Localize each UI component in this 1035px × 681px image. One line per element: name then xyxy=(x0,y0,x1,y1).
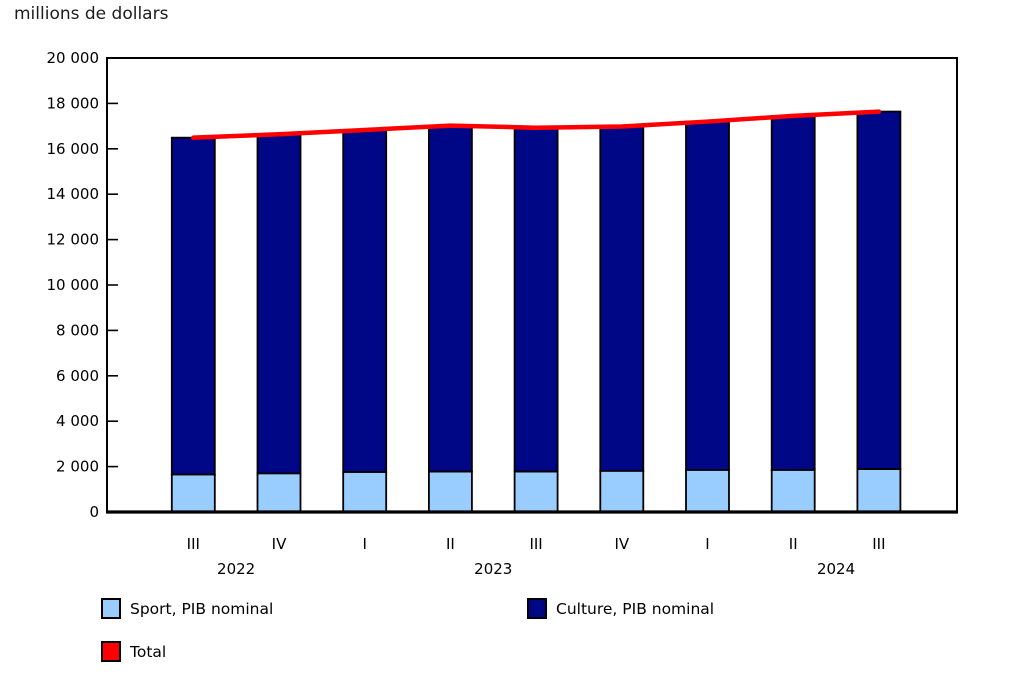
legend-label-culture: Culture, PIB nominal xyxy=(556,599,715,618)
bar-segment-culture xyxy=(599,125,645,472)
legend-swatch-total-icon xyxy=(101,641,121,662)
x-tick-label: I xyxy=(705,535,709,553)
y-tick-label: 6 000 xyxy=(56,367,99,385)
legend-swatch-sport-icon xyxy=(101,598,121,619)
chart-plot-area: 0 2 000 4 000 6 000 8 000 10 000 12 000 14 000 1… xyxy=(47,49,958,578)
x-tick-label: II xyxy=(446,535,455,553)
bar-segment-sport xyxy=(427,470,473,513)
legend-item-total: Total xyxy=(101,641,166,662)
bar-segment-sport xyxy=(856,468,902,513)
x-year-label: 2022 xyxy=(217,560,255,578)
x-tick-label: IV xyxy=(614,535,629,553)
y-tick-label: 10 000 xyxy=(47,276,100,294)
bar-segment-culture xyxy=(427,124,473,473)
x-tick-label: IV xyxy=(272,535,287,553)
y-tick-label: 20 000 xyxy=(47,49,100,67)
legend-label-sport: Sport, PIB nominal xyxy=(130,599,274,618)
bar-segment-culture xyxy=(256,133,302,475)
y-tick-label: 0 xyxy=(89,503,99,521)
bar-segment-sport xyxy=(342,471,388,513)
x-tick-label: III xyxy=(529,535,542,553)
bar-segment-culture xyxy=(856,110,902,470)
x-year-label: 2023 xyxy=(474,560,512,578)
y-tick-label: 4 000 xyxy=(56,412,99,430)
bar-segment-sport xyxy=(599,470,645,513)
bar-segment-culture xyxy=(513,126,559,473)
chart-title: millions de dollars xyxy=(14,4,169,24)
bar-segment-culture xyxy=(770,114,816,471)
bar-segment-sport xyxy=(170,473,216,513)
legend-swatch-culture-icon xyxy=(527,598,547,619)
x-tick-label: III xyxy=(187,535,200,553)
legend-item-culture: Culture, PIB nominal xyxy=(527,598,714,619)
x-year-label: 2024 xyxy=(817,560,855,578)
total-line xyxy=(191,109,882,140)
legend-item-sport: Sport, PIB nominal xyxy=(101,598,273,619)
bar-segment-culture xyxy=(170,136,216,476)
bar-segment-culture xyxy=(685,120,730,471)
legend-label-total: Total xyxy=(130,642,167,661)
bar-segment-culture xyxy=(342,129,388,473)
x-tick-label: III xyxy=(872,535,885,553)
bar-segment-sport xyxy=(770,469,816,513)
y-tick-label: 18 000 xyxy=(47,94,100,112)
y-tick-label: 2 000 xyxy=(56,458,99,476)
bar-segment-sport xyxy=(256,472,302,513)
bar-segment-sport xyxy=(513,470,559,513)
x-tick-label: II xyxy=(789,535,798,553)
y-tick-label: 16 000 xyxy=(47,140,100,158)
y-tick-label: 8 000 xyxy=(56,321,99,339)
y-tick-label: 12 000 xyxy=(47,231,100,249)
bar-segment-sport xyxy=(685,469,730,513)
x-tick-label: I xyxy=(362,535,366,553)
y-tick-label: 14 000 xyxy=(47,185,100,203)
